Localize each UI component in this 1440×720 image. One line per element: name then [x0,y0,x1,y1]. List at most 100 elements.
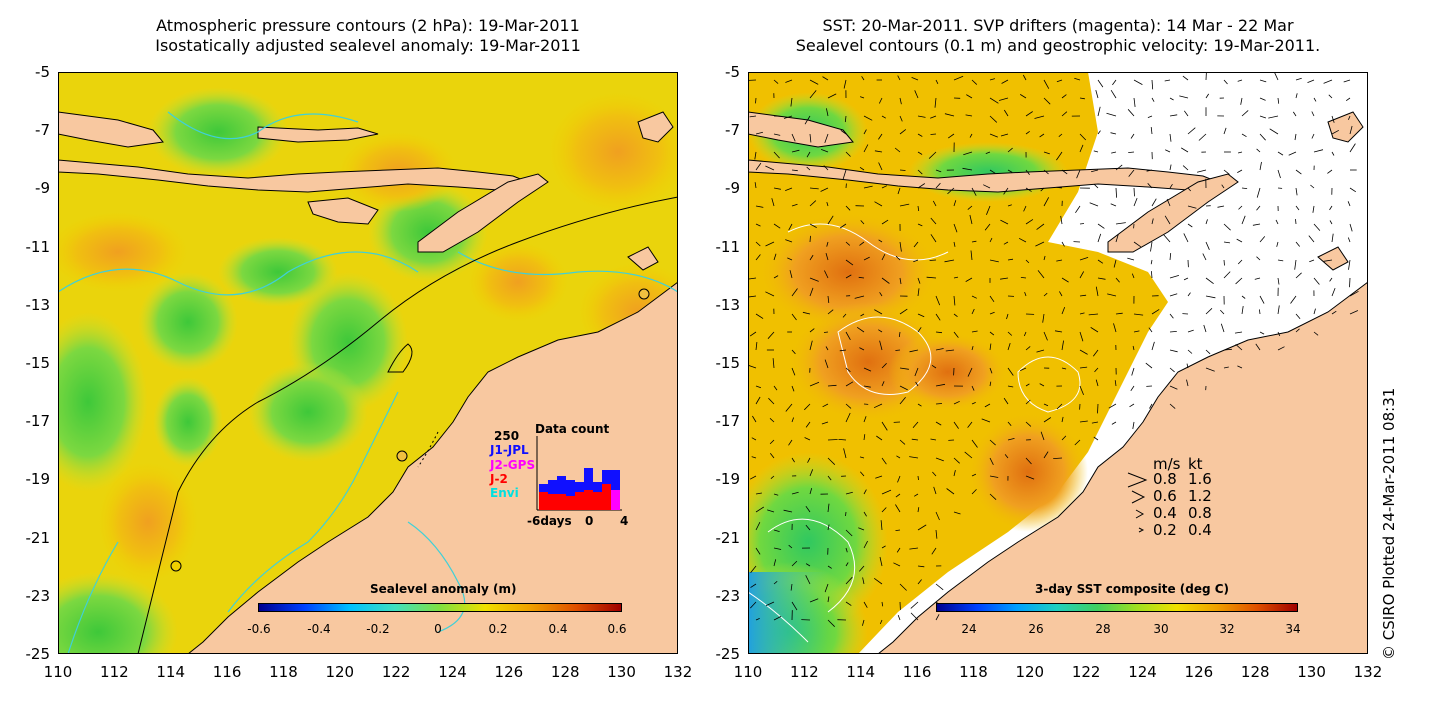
velocity-arrow [897,75,901,81]
velocity-arrow [809,287,814,297]
velocity-arrow [1079,366,1088,369]
velocity-arrow [769,439,775,445]
velocity-arrow [1187,127,1196,135]
velocity-arrow [878,162,883,171]
velocity-arrow [969,214,973,225]
velocity-arrow [1256,148,1261,153]
velocity-arrow [1043,255,1046,261]
velocity-arrow [931,364,937,369]
velocity-arrow [845,412,851,423]
velocity-arrow [897,187,901,195]
velocity-arrow [1313,149,1324,153]
velocity-arrow [1223,366,1229,369]
velocity-arrow [807,457,811,463]
velocity-arrow [971,79,978,85]
velocity-arrow [1061,306,1066,315]
velocity-arrow [989,493,997,500]
velocity-arrow [1241,215,1246,225]
velocity-arrow [765,241,775,247]
velocity-arrow [845,562,849,567]
velocity-arrow [1079,294,1087,297]
velocity-arrow [947,187,955,195]
velocity-arrow [1169,403,1176,409]
x-tick-label: 124 [438,663,467,681]
velocity-arrow [826,241,829,247]
velocity-arrow [840,129,847,135]
velocity-arrow [1112,79,1117,86]
velocity-arrow [809,469,814,477]
left-title-line1: Atmospheric pressure contours (2 hPa): 1… [156,16,580,35]
velocity-arrow [755,385,762,389]
velocity-arrow [1240,97,1243,105]
velocity-arrow [827,524,830,531]
velocity-arrow [859,347,865,351]
velocity-arrow [1079,312,1085,315]
velocity-arrow [863,144,869,153]
velocity-arrow [1043,197,1050,207]
velocity-arrow [773,253,777,261]
velocity-arrow [1331,233,1334,243]
velocity-arrow [824,583,829,593]
velocity-arrow [1151,97,1155,102]
velocity-arrow [1236,238,1243,243]
velocity-arrow [845,274,852,279]
right-colorbar [936,603,1298,612]
velocity-arrow [1019,94,1027,99]
velocity-arrow [822,403,829,408]
velocity-arrow [862,577,865,585]
velocity-arrow [755,492,762,495]
velocity-arrow [755,162,762,171]
velocity-arrow [1025,187,1032,192]
velocity-arrow [1331,310,1337,315]
velocity-arrow [935,79,939,84]
velocity-arrow [755,254,761,261]
velocity-arrow [804,403,811,411]
velocity-arrow [1111,421,1117,425]
velocity-arrow [1313,308,1316,315]
velocity-arrow [1000,277,1009,280]
velocity-arrow [1147,183,1153,189]
velocity-arrow [1097,403,1099,414]
y-tick-label: -9 [35,179,50,198]
velocity-arrow [821,421,829,425]
velocity-arrow [1079,257,1089,261]
velocity-arrow [998,97,1009,101]
velocity-arrow [1025,421,1032,427]
velocity-arrow [827,384,837,387]
velocity-arrow [1003,109,1009,117]
velocity-arrow [1132,421,1135,430]
velocity-arrow [755,618,760,621]
x-tick-label: 126 [494,663,524,681]
velocity-arrow [1054,330,1063,333]
velocity-arrow [1097,130,1101,135]
velocity-arrow [1348,259,1351,270]
velocity-arrow [1147,115,1153,118]
velocity-arrow [1133,313,1144,316]
velocity-arrow [1097,259,1104,264]
velocity-arrow [881,115,887,119]
velocity-arrow [1238,205,1243,210]
velocity-arrow [1223,223,1231,231]
velocity-arrow [860,220,865,225]
velocity-arrow [788,544,793,549]
velocity-arrow [1111,151,1117,154]
velocity-arrow [1043,151,1050,155]
velocity-arrow [827,457,836,465]
velocity-arrow [827,215,834,225]
velocity-arrow [1097,233,1102,243]
velocity-arrow [917,475,919,481]
velocity-arrow [1309,259,1315,263]
velocity-arrow [1110,89,1117,99]
velocity-arrow [824,270,829,279]
velocity-arrow [820,149,829,153]
velocity-arrow [755,342,758,351]
velocity-arrow [1061,277,1069,283]
velocity-arrow [935,331,943,334]
velocity-arrow [1043,331,1048,341]
velocity-arrow [1166,198,1171,207]
velocity-arrow [1329,277,1333,282]
velocity-arrow [773,115,783,117]
velocity-arrow [879,556,883,567]
velocity-arrow [1001,79,1009,84]
velocity-arrow [1323,79,1333,84]
